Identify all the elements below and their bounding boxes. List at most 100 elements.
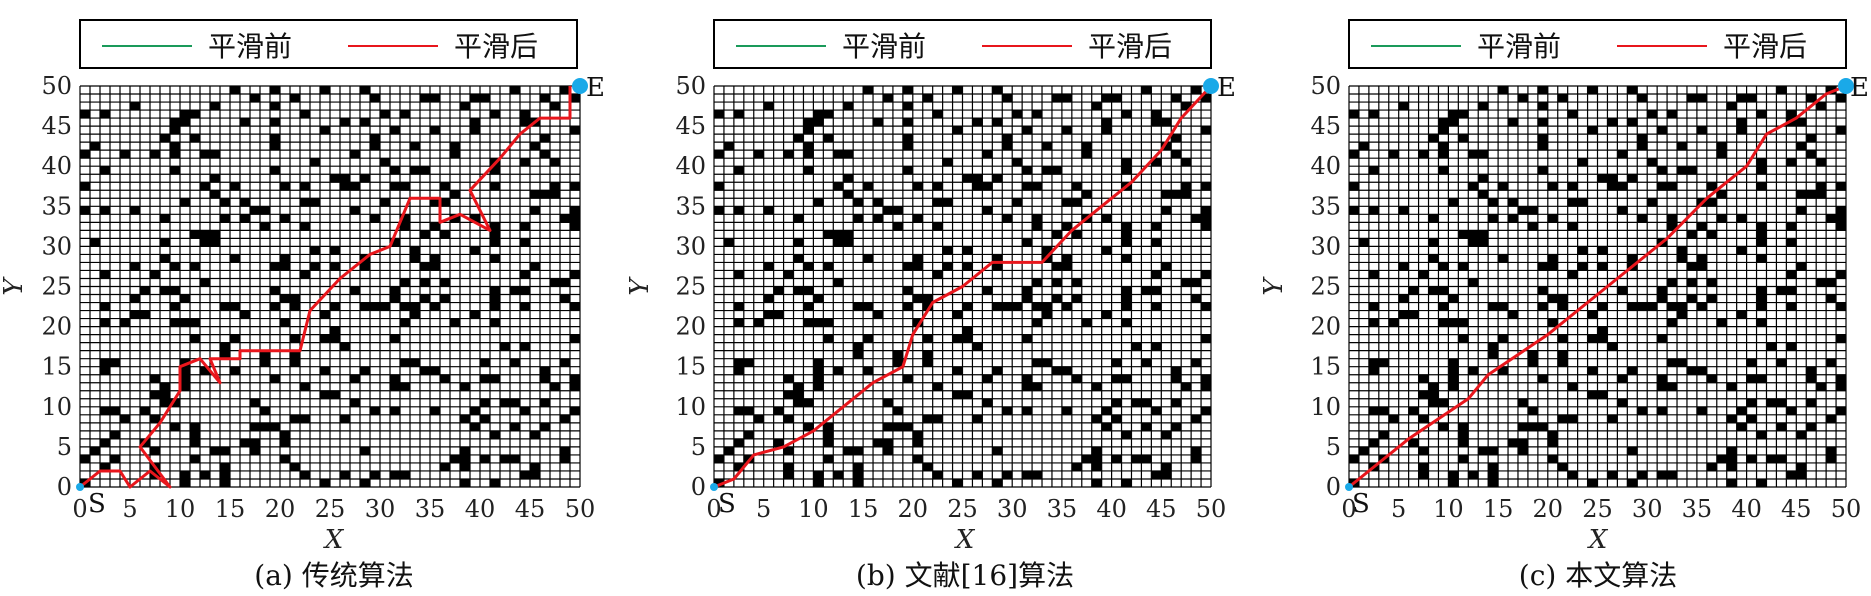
obstacle-cell — [833, 230, 844, 239]
obstacle-cell — [773, 406, 784, 416]
obstacle-cell — [1488, 302, 1499, 311]
obstacle-cell — [823, 318, 834, 327]
obstacle-cell — [1478, 102, 1489, 111]
obstacle-cell — [1091, 454, 1102, 464]
obstacle-cell — [350, 182, 361, 191]
obstacle-cell — [270, 286, 281, 295]
obstacle-cell — [1627, 86, 1638, 95]
obstacle-cell — [1101, 214, 1112, 223]
obstacle-cell — [400, 358, 411, 367]
x-tick-label: 40 — [1096, 495, 1127, 523]
obstacle-cell — [550, 158, 561, 167]
obstacle-cell — [1756, 374, 1767, 384]
obstacle-cell — [882, 446, 894, 456]
obstacle-cell — [763, 206, 774, 215]
obstacle-cell — [350, 150, 361, 159]
obstacle-cell — [140, 406, 151, 416]
obstacle-cell — [1517, 398, 1529, 408]
obstacle-cell — [430, 406, 441, 416]
obstacle-cell — [1349, 206, 1360, 215]
obstacle-cell — [490, 318, 501, 327]
obstacle-cell — [100, 366, 111, 376]
obstacle-cell — [813, 478, 824, 488]
obstacle-cell — [1696, 222, 1708, 231]
obstacle-cell — [180, 198, 191, 207]
obstacle-cell — [1448, 382, 1459, 392]
obstacle-cell — [410, 310, 421, 319]
obstacle-cell — [1151, 118, 1162, 127]
obstacle-cell — [833, 470, 844, 480]
start-point — [76, 483, 84, 491]
obstacle-cell — [1201, 302, 1212, 311]
obstacle-cell — [743, 358, 755, 367]
obstacle-cell — [932, 222, 943, 231]
obstacle-cell — [1696, 254, 1708, 263]
obstacle-cell — [250, 422, 261, 432]
obstacle-cell — [1101, 126, 1112, 135]
obstacle-cell — [1587, 366, 1598, 376]
obstacle-cell — [280, 318, 291, 327]
obstacle-cell — [510, 358, 521, 367]
obstacle-cell — [360, 478, 371, 488]
obstacle-cell — [1051, 262, 1063, 271]
obstacle-cell — [360, 86, 371, 95]
obstacle-cell — [942, 262, 953, 271]
obstacle-cell — [1002, 214, 1013, 223]
obstacle-cell — [1557, 334, 1568, 343]
y-tick-label: 20 — [41, 313, 72, 341]
obstacle-cell — [430, 222, 441, 231]
obstacle-cell — [500, 342, 511, 351]
obstacle-cell — [130, 294, 141, 303]
obstacle-cell — [912, 254, 924, 263]
obstacle-cell — [300, 222, 311, 231]
obstacle-cell — [350, 374, 361, 384]
obstacle-cell — [80, 182, 91, 191]
obstacle-cell — [1071, 374, 1083, 384]
obstacle-cell — [220, 350, 231, 359]
obstacle-cell — [743, 406, 755, 416]
obstacle-cell — [260, 206, 271, 215]
obstacle-cell — [1736, 310, 1747, 319]
obstacle-cell — [882, 422, 894, 432]
obstacle-cell — [270, 118, 281, 127]
panel-b: 平滑前 平滑后 X Y S E (b) 文献[16]算法 0 5 10 15 20 25 3… — [625, 19, 1236, 592]
obstacle-cell — [823, 262, 834, 271]
obstacle-cell — [1448, 358, 1459, 367]
obstacle-cell — [1537, 286, 1549, 295]
obstacle-cell — [1796, 430, 1807, 440]
obstacle-cell — [490, 430, 501, 440]
obstacle-cell — [420, 366, 431, 376]
obstacle-cell — [1706, 230, 1718, 239]
obstacle-cell — [1201, 406, 1212, 416]
obstacle-cell — [1726, 454, 1737, 464]
y-tick-label: 25 — [41, 273, 72, 301]
start-label: S — [1352, 489, 1370, 519]
obstacle-cell — [100, 166, 111, 175]
panel-caption: (a) 传统算法 — [254, 559, 413, 592]
obstacle-cell — [1171, 374, 1182, 384]
obstacle-cell — [1706, 294, 1718, 303]
obstacle-cell — [1826, 278, 1837, 287]
x-tick-label: 20 — [265, 495, 296, 523]
obstacle-cell — [1022, 238, 1033, 247]
obstacle-cell — [992, 478, 1003, 488]
obstacle-cell — [210, 150, 221, 159]
obstacle-cell — [1012, 302, 1023, 311]
obstacle-cell — [922, 94, 933, 103]
obstacle-cell — [1736, 94, 1747, 103]
obstacle-cell — [1756, 254, 1767, 263]
obstacle-cell — [1022, 406, 1033, 416]
obstacle-cell — [1131, 398, 1142, 408]
obstacle-cell — [550, 382, 561, 392]
obstacle-cell — [714, 206, 725, 215]
obstacle-cell — [1121, 286, 1132, 295]
obstacle-cell — [992, 174, 1003, 183]
obstacle-cell — [1398, 262, 1409, 271]
obstacle-cell — [1667, 110, 1678, 119]
obstacle-cell — [783, 270, 794, 279]
x-tick-label: 5 — [1391, 495, 1406, 523]
obstacle-cell — [300, 470, 311, 480]
obstacle-cell — [210, 102, 221, 111]
obstacle-cell — [1726, 414, 1737, 424]
obstacle-cell — [892, 222, 904, 231]
